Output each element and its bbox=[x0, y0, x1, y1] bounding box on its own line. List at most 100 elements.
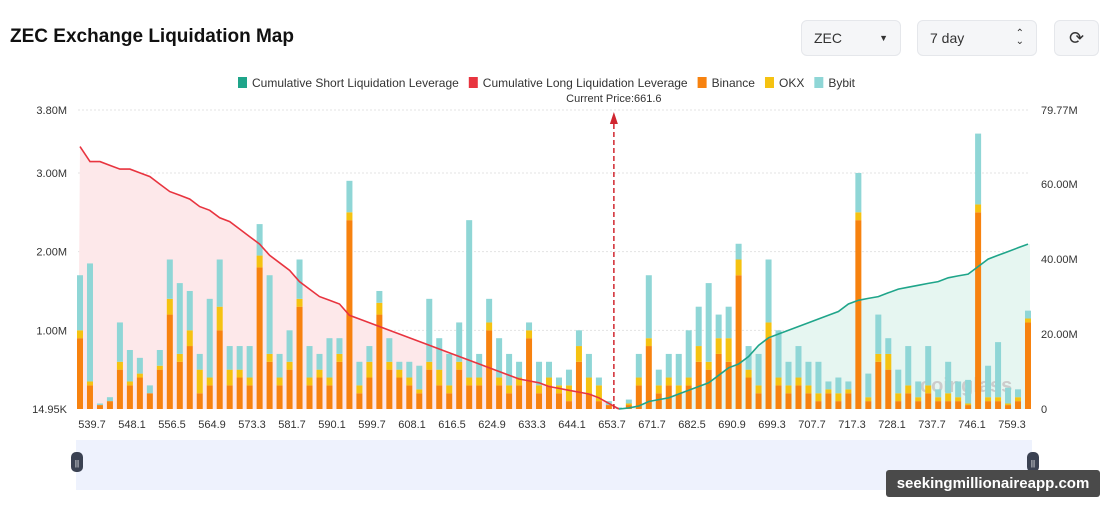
x-tick: 707.7 bbox=[798, 419, 826, 431]
bar-bybit bbox=[226, 346, 233, 370]
bar-bybit bbox=[476, 353, 483, 378]
bar-binance bbox=[605, 405, 612, 409]
bar-bybit bbox=[815, 361, 822, 394]
bar-bybit bbox=[216, 259, 223, 307]
bar-binance bbox=[685, 385, 692, 409]
bar-binance bbox=[366, 377, 373, 409]
bar-binance bbox=[635, 385, 642, 409]
bar-bybit bbox=[825, 381, 832, 390]
bar-binance bbox=[436, 385, 443, 409]
bar-bybit bbox=[595, 377, 602, 386]
legend-label: OKX bbox=[779, 76, 804, 90]
current-price-arrow-icon bbox=[609, 112, 618, 124]
bar-okx bbox=[955, 397, 962, 402]
bar-binance bbox=[226, 385, 233, 409]
bar-binance bbox=[765, 338, 772, 409]
bar-okx bbox=[1015, 397, 1022, 402]
bar-binance bbox=[356, 393, 363, 409]
bar-bybit bbox=[875, 314, 882, 354]
bar-binance bbox=[595, 401, 602, 409]
x-tick: 746.1 bbox=[958, 419, 986, 431]
bar-bybit bbox=[905, 346, 912, 386]
bar-binance bbox=[955, 401, 962, 409]
bar-bybit bbox=[765, 259, 772, 323]
bar-binance bbox=[256, 267, 263, 409]
bar-binance bbox=[1025, 322, 1031, 409]
bar-okx bbox=[895, 393, 902, 402]
cumulative-short-line bbox=[618, 243, 1029, 410]
bar-okx bbox=[555, 385, 562, 394]
bar-okx bbox=[116, 361, 123, 370]
bar-bybit bbox=[166, 259, 173, 299]
bar-binance bbox=[845, 393, 852, 409]
bar-okx bbox=[236, 369, 243, 378]
bar-binance bbox=[486, 330, 493, 409]
bar-bybit bbox=[426, 298, 433, 362]
bar-binance bbox=[176, 361, 183, 409]
slider-handle[interactable] bbox=[71, 452, 83, 472]
coin-select-value: ZEC bbox=[814, 30, 842, 46]
coin-select[interactable]: ZEC ▼ bbox=[801, 20, 901, 56]
x-tick: 653.7 bbox=[598, 419, 626, 431]
zoom-slider[interactable] bbox=[76, 440, 1032, 490]
refresh-button[interactable]: ⟳ bbox=[1054, 20, 1099, 56]
legend-swatch bbox=[238, 77, 247, 88]
bar-bybit bbox=[725, 306, 732, 339]
bar-bybit bbox=[955, 381, 962, 398]
bar-okx bbox=[276, 377, 283, 386]
bar-binance bbox=[755, 393, 762, 409]
bar-binance bbox=[875, 361, 882, 409]
bar-bybit bbox=[945, 361, 952, 394]
handle-grip-icon: || bbox=[1031, 459, 1035, 468]
bar-bybit bbox=[286, 330, 293, 362]
bar-okx bbox=[1025, 318, 1031, 323]
bar-okx bbox=[825, 389, 832, 394]
y-right-tick: 20.00M bbox=[1041, 329, 1078, 341]
bar-okx bbox=[176, 353, 183, 362]
bar-binance bbox=[975, 212, 982, 409]
bar-binance bbox=[1005, 405, 1012, 409]
bar-okx bbox=[625, 403, 632, 406]
bar-binance bbox=[625, 405, 632, 409]
bar-bybit bbox=[785, 361, 792, 386]
bar-bybit bbox=[1005, 387, 1012, 404]
y-left-tick: 1.00M bbox=[36, 325, 67, 337]
legend-swatch bbox=[697, 77, 707, 88]
watermark: seekingmillionaireapp.com bbox=[886, 470, 1100, 497]
y-left-tick: 14.95K bbox=[32, 404, 68, 416]
bar-binance bbox=[456, 369, 463, 409]
slider-handle[interactable] bbox=[1027, 452, 1039, 472]
bar-binance bbox=[795, 385, 802, 409]
bar-bybit bbox=[665, 353, 672, 378]
bar-bybit bbox=[186, 290, 193, 331]
bar-okx bbox=[745, 369, 752, 378]
bar-okx bbox=[296, 298, 303, 307]
bar-bybit bbox=[895, 369, 902, 394]
bar-okx bbox=[635, 377, 642, 386]
bar-binance bbox=[555, 393, 562, 409]
bar-binance bbox=[166, 314, 173, 409]
bar-okx bbox=[376, 302, 383, 315]
bar-binance bbox=[885, 369, 892, 409]
bar-okx bbox=[785, 385, 792, 394]
bar-binance bbox=[266, 361, 273, 409]
bar-binance bbox=[286, 369, 293, 409]
bar-okx bbox=[735, 259, 742, 276]
bar-binance bbox=[536, 393, 543, 409]
bar-okx bbox=[496, 377, 503, 386]
bar-binance bbox=[895, 401, 902, 409]
bar-okx bbox=[905, 385, 912, 394]
bar-bybit bbox=[396, 361, 403, 370]
bar-bybit bbox=[835, 377, 842, 394]
bar-bybit bbox=[136, 357, 143, 374]
x-tick: 599.7 bbox=[358, 419, 386, 431]
range-select-value: 7 day bbox=[930, 30, 965, 46]
bar-okx bbox=[855, 212, 862, 221]
bar-okx bbox=[725, 338, 732, 362]
legend-label: Cumulative Long Liquidation Leverage bbox=[483, 76, 688, 90]
bar-bybit bbox=[236, 346, 243, 370]
bar-okx bbox=[655, 385, 662, 394]
bar-bybit bbox=[206, 298, 213, 378]
bar-binance bbox=[725, 361, 732, 409]
range-select[interactable]: 7 day ⌃ ⌄ bbox=[917, 20, 1037, 56]
